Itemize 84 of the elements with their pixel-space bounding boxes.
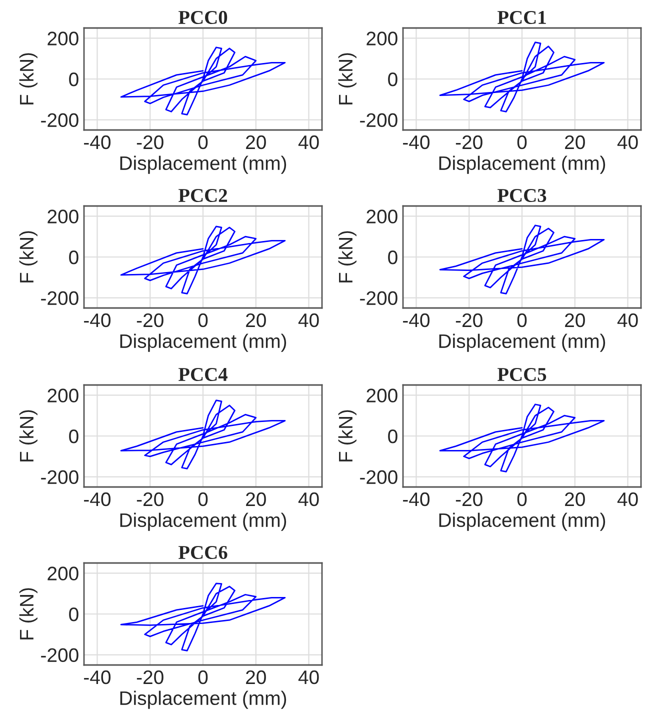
y-tick-label: -200	[360, 113, 398, 128]
x-tick-label: 20	[246, 670, 266, 684]
y-tick-label: 0	[69, 250, 78, 264]
y-tick-label: 200	[48, 32, 78, 46]
line-series	[439, 42, 605, 112]
x-tick-label: 0	[198, 135, 208, 150]
x-axis-title: Displacement (mm)	[120, 156, 286, 174]
x-tick-label: 0	[517, 492, 527, 506]
x-tick-label: 0	[198, 492, 208, 506]
chart-title: PCC5	[497, 368, 546, 382]
x-tick-label: 0	[198, 670, 208, 684]
y-tick-label: 200	[366, 32, 398, 46]
x-axis-title: Displacement (mm)	[439, 334, 606, 352]
line-series	[120, 582, 286, 652]
y-axis-title: F (kN)	[19, 53, 38, 104]
x-tick-label: -20	[136, 313, 164, 328]
y-axis-title: F (kN)	[19, 588, 38, 640]
x-tick-label: -40	[84, 313, 111, 328]
chart-title: PCC4	[178, 368, 228, 382]
x-tick-label: -20	[136, 492, 164, 506]
x-tick-label: -20	[136, 670, 164, 684]
y-axis-title: F (kN)	[338, 231, 356, 282]
y-tick-label: -200	[41, 113, 78, 128]
x-tick-label: 40	[617, 313, 638, 328]
line-series	[439, 404, 605, 472]
y-tick-label: 200	[48, 566, 78, 580]
y-tick-label: 0	[388, 72, 398, 86]
x-tick-label: 40	[298, 313, 319, 328]
x-tick-label: -40	[84, 670, 111, 684]
y-axis-title: F (kN)	[19, 231, 38, 282]
y-tick-label: 0	[69, 429, 78, 444]
x-tick-label: 20	[565, 135, 585, 150]
y-tick-label: 0	[388, 250, 398, 264]
chart-title: PCC0	[178, 10, 228, 24]
y-axis-title: F (kN)	[338, 53, 356, 104]
x-tick-label: -40	[84, 135, 111, 150]
y-tick-label: 0	[388, 429, 398, 444]
line-series	[439, 224, 605, 294]
y-tick-label: -200	[41, 648, 78, 662]
x-tick-label: 40	[298, 670, 319, 684]
x-tick-label: 20	[246, 313, 266, 328]
x-tick-label: -20	[456, 492, 482, 506]
y-tick-label: -200	[41, 470, 78, 484]
x-tick-label: 40	[617, 492, 638, 506]
y-tick-label: 200	[366, 388, 398, 402]
line-series	[120, 226, 286, 294]
x-tick-label: 0	[517, 313, 527, 328]
y-tick-label: 0	[69, 72, 78, 86]
y-tick-label: -200	[360, 291, 398, 306]
y-tick-label: 200	[48, 388, 78, 402]
y-tick-label: -200	[360, 470, 398, 484]
x-tick-label: 40	[298, 135, 319, 150]
y-tick-label: -200	[41, 291, 78, 306]
x-tick-label: -40	[403, 313, 430, 328]
y-axis-title: F (kN)	[19, 410, 38, 462]
x-tick-label: -20	[136, 135, 164, 150]
y-tick-label: 200	[366, 210, 398, 224]
x-tick-label: 20	[246, 135, 266, 150]
x-tick-label: 0	[517, 135, 527, 150]
chart-title: PCC6	[178, 546, 228, 560]
x-tick-label: -40	[403, 135, 430, 150]
x-tick-label: 20	[246, 492, 266, 506]
y-axis-title: F (kN)	[338, 410, 356, 462]
x-tick-label: -40	[403, 492, 430, 506]
x-axis-title: Displacement (mm)	[120, 334, 286, 352]
x-tick-label: 20	[565, 492, 585, 506]
x-axis-title: Displacement (mm)	[120, 512, 286, 531]
x-axis-title: Displacement (mm)	[439, 512, 606, 531]
line-series	[120, 46, 286, 116]
y-tick-label: 200	[48, 210, 78, 224]
x-tick-label: 0	[198, 313, 208, 328]
x-axis-title: Displacement (mm)	[120, 690, 286, 709]
x-tick-label: 40	[617, 135, 638, 150]
x-tick-label: 20	[565, 313, 585, 328]
x-tick-label: -20	[456, 135, 482, 150]
chart-title: PCC1	[497, 10, 546, 24]
x-tick-label: -20	[456, 313, 482, 328]
chart-title: PCC3	[497, 188, 546, 202]
line-series	[120, 400, 286, 470]
chart-title: PCC2	[178, 188, 228, 202]
x-tick-label: 40	[298, 492, 319, 506]
x-tick-label: -40	[84, 492, 111, 506]
y-tick-label: 0	[69, 607, 78, 622]
x-axis-title: Displacement (mm)	[439, 156, 606, 174]
